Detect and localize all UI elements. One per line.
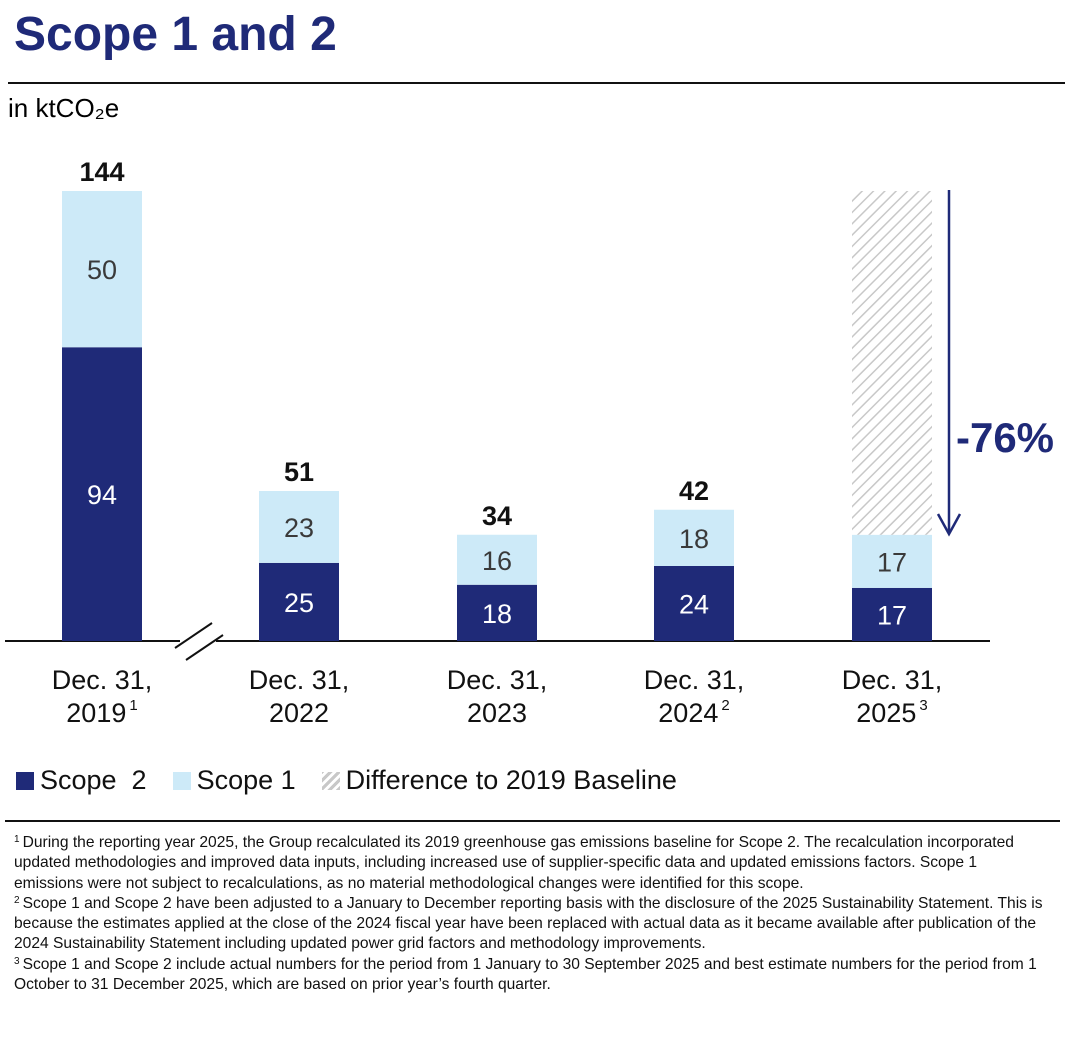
category-text: Dec. 31, 2025 [841,665,943,728]
footnote-text: During the reporting year 2025, the Grou… [14,834,1014,892]
footnote-text: Scope 1 and Scope 2 have been adjusted t… [14,894,1043,953]
legend-swatch [16,771,34,790]
legend-label: Difference to 2019 Baseline [345,765,677,795]
footnote-ref: 2 [721,697,730,714]
legend-swatch [172,771,191,790]
total-label: 51 [284,457,314,487]
bar-segment [852,534,932,588]
footnote: 2 Scope 1 and Scope 2 have been adjusted … [14,894,1044,955]
bar-segment [259,562,339,641]
bar-segment [654,566,734,641]
legend-label: Scope 2 [40,765,147,795]
bar-segment [654,509,734,566]
footnote-mark: 1 [14,834,20,845]
category-text: Dec. 31, 2024 [643,665,745,728]
value-label: 18 [679,524,709,554]
legend-item: Scope 1 [172,765,296,796]
value-label: 17 [877,547,907,577]
footnote-ref: 3 [919,697,928,714]
legend-label: Scope 1 [196,765,296,795]
value-label: 24 [679,590,709,620]
footnotes: 1 During the reporting year 2025, the Gro… [14,833,1044,995]
legend-swatch [321,771,340,790]
bar-segment [457,584,537,641]
footnote-ref: 1 [129,697,138,714]
category-text: Dec. 31, 2022 [248,665,350,728]
bar-segment [457,534,537,585]
value-label: 23 [284,513,314,543]
annotation: -76% [956,414,1054,461]
value-label: 16 [482,546,512,576]
value-label: 25 [284,588,314,618]
footnote-text: Scope 1 and Scope 2 include actual numbe… [14,955,1037,994]
category-label: Dec. 31, 2022 [209,664,389,730]
value-label: 18 [482,599,512,629]
total-label: 34 [482,501,512,531]
category-text: Dec. 31, 2023 [446,665,548,728]
total-label: 42 [679,476,709,506]
category-label: Dec. 31, 2023 [407,664,587,730]
value-label: 50 [87,255,117,285]
bar-segment [259,491,339,563]
category-label: Dec. 31, 2025 3 [802,664,982,730]
bar-segment [62,191,142,348]
total-label: 144 [79,157,124,187]
bar-segment [62,347,142,641]
unit-label: in ktCO₂e [8,93,119,123]
footnote: 3 Scope 1 and Scope 2 include actual numb… [14,955,1044,996]
axis-break [174,622,224,661]
bar-segment [852,587,932,641]
chart-title: Scope 1 and 2 [14,8,337,61]
bar-segment [852,191,932,535]
footnote: 1 During the reporting year 2025, the Gro… [14,833,1044,894]
legend-item: Difference to 2019 Baseline [321,765,677,796]
legend: Scope 2 Scope 1 Difference to 2019 Baselin… [16,765,703,796]
footnote-mark: 3 [14,955,20,967]
category-text: Dec. 31, 2019 [51,665,153,728]
value-label: 94 [87,480,117,510]
category-label: Dec. 31, 2019 1 [12,664,192,730]
legend-item: Scope 2 [16,765,147,796]
footnote-mark: 2 [14,894,20,906]
value-label: 17 [877,600,907,630]
reduction-arrow [936,190,962,537]
category-label: Dec. 31, 2024 2 [604,664,784,730]
